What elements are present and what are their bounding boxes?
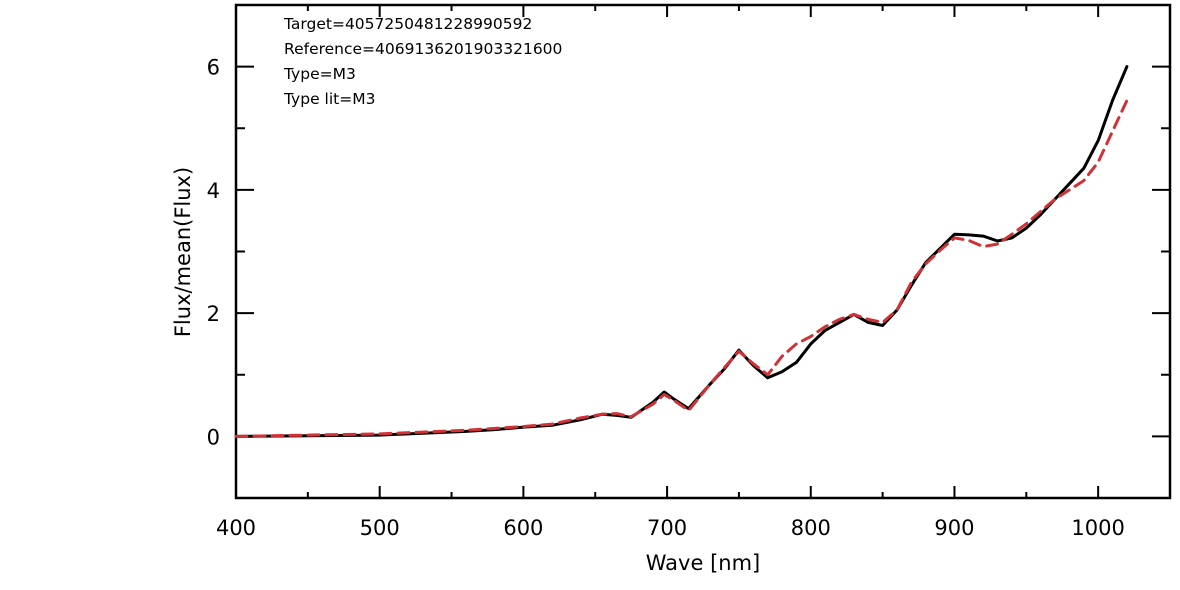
annotation-line: Type=M3 [283, 65, 356, 83]
reference-spectrum-line [234, 99, 1129, 438]
x-tick-label: 500 [360, 516, 400, 540]
series-layer [234, 65, 1129, 438]
x-tick-label: 600 [503, 516, 543, 540]
x-tick-label: 1000 [1071, 516, 1124, 540]
axis-ticks: 400 500 600 700 800 900 1000 0 2 4 6 [207, 4, 1171, 540]
x-tick-label: 800 [791, 516, 831, 540]
y-axis-title: Flux/mean(Flux) [171, 167, 195, 337]
y-tick-label: 6 [207, 56, 220, 80]
y-tick-label: 4 [207, 179, 220, 203]
y-tick-label: 0 [207, 425, 220, 449]
annotation-line: Reference=4069136201903321600 [284, 40, 562, 58]
y-tick-label: 2 [207, 302, 220, 326]
x-tick-label: 400 [216, 516, 256, 540]
target-spectrum-line [234, 65, 1129, 438]
annotation-line: Type lit=M3 [283, 90, 375, 108]
annotation-layer: Target=4057250481228990592 Reference=4069… [283, 15, 562, 108]
annotation-line: Target=4057250481228990592 [283, 15, 532, 33]
plot-frame [234, 3, 1172, 500]
x-tick-label: 900 [934, 516, 974, 540]
x-tick-label: 700 [647, 516, 687, 540]
x-axis-title: Wave [nm] [646, 551, 760, 575]
